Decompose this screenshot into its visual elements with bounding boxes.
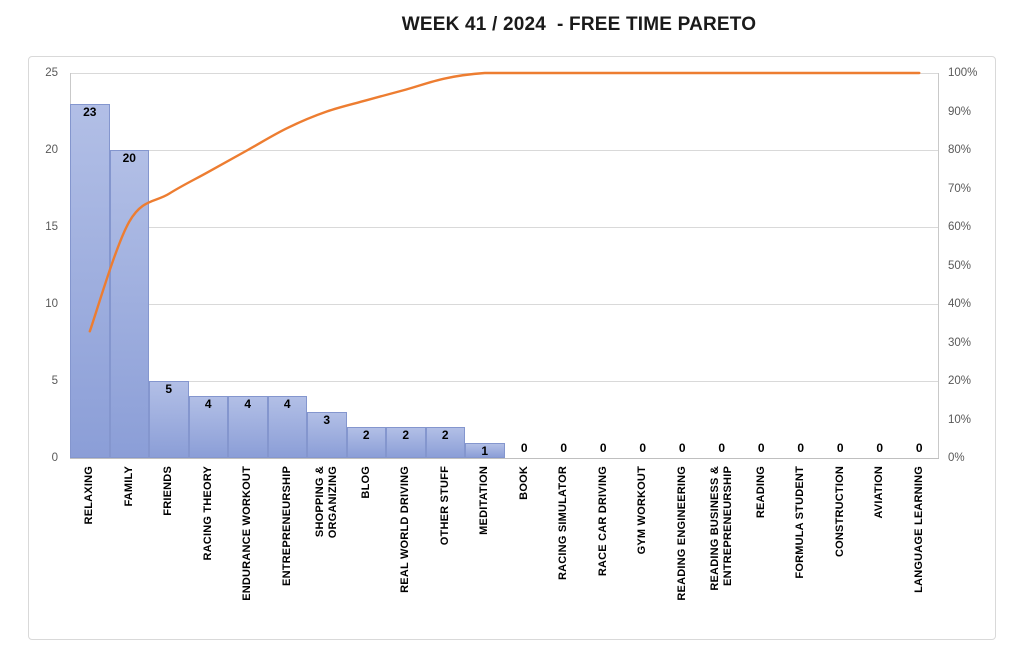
bar-value-label: 0: [639, 441, 647, 455]
bar-value-label: 0: [797, 441, 805, 455]
bar: [70, 103, 110, 458]
bar: [267, 396, 307, 458]
y-axis-tick-right: 10%: [948, 413, 972, 426]
bar: [149, 381, 189, 458]
bar-value-label: 1: [481, 443, 489, 458]
bar-value-label: 2: [402, 428, 410, 443]
category-label: LANGUAGE LEARNING: [912, 466, 925, 593]
y-axis-tick-right: 20%: [948, 375, 972, 387]
category-label: READING: [754, 466, 767, 519]
category-label: FORMULA STUDENT: [794, 466, 807, 579]
bar-value-label: 5: [165, 382, 173, 396]
bar-value-label: 0: [915, 441, 923, 455]
y-axis-tick-left: 15: [45, 221, 58, 233]
y-axis-tick-right: 100%: [948, 67, 978, 79]
category-label: CONSTRUCTION: [833, 466, 846, 558]
category-label: RACING SIMULATOR: [557, 466, 570, 581]
y-axis-tick-right: 70%: [948, 182, 972, 195]
chart-title: WEEK 41 / 2024 - FREE TIME PARETO: [401, 14, 757, 35]
y-axis-tick-right: 60%: [948, 221, 972, 233]
bar: [346, 427, 386, 458]
gridline: [70, 150, 939, 151]
bar-value-label: 4: [204, 397, 212, 412]
bar-value-label: 0: [757, 441, 765, 455]
bar-value-label: 2: [441, 428, 449, 443]
bar: [188, 396, 228, 458]
bar-value-label: 4: [244, 397, 252, 412]
y-axis-tick-left: 25: [45, 67, 58, 79]
category-label: BLOG: [359, 466, 372, 499]
bar-value-label: 0: [520, 441, 528, 455]
category-label: REAL WORLD DRIVING: [399, 466, 412, 593]
bar-value-label: 0: [560, 441, 568, 455]
y-axis-tick-right: 40%: [948, 298, 972, 310]
bar: [307, 411, 347, 458]
y-axis-tick-right: 50%: [948, 259, 972, 272]
bar: [386, 427, 426, 458]
gridline: [70, 304, 939, 305]
category-label: RACE CAR DRIVING: [596, 466, 609, 577]
category-label: READING BUSINESS & ENTREPRENEURSHIP: [708, 466, 734, 591]
y-axis-tick-right: 0%: [948, 452, 965, 464]
y-axis-tick-right: 30%: [948, 336, 972, 349]
bar-value-label: 0: [718, 441, 726, 455]
cumulative-line: [88, 71, 921, 333]
cumulative-line-path: [88, 71, 921, 333]
value-axis-line: [938, 73, 939, 458]
category-label: OTHER STUFF: [438, 466, 451, 546]
bar-value-label: 0: [876, 441, 884, 455]
category-label: SHOPPING & ORGANIZING: [313, 466, 339, 539]
bar-value-label: 2: [362, 428, 370, 443]
category-label: GYM WORKOUT: [636, 466, 649, 555]
bar: [228, 396, 268, 458]
category-label: RACING THEORY: [201, 466, 214, 561]
bar-value-label: 3: [323, 412, 331, 427]
bar-value-label: 0: [836, 441, 844, 455]
y-axis-tick-left: 0: [51, 452, 58, 464]
bar-value-label: 4: [283, 397, 291, 412]
gridline: [70, 381, 939, 382]
category-label: FAMILY: [122, 466, 135, 507]
y-axis-tick-right: 80%: [948, 144, 972, 156]
y-axis-tick-left: 20: [45, 144, 58, 156]
bar-value-label: 0: [678, 441, 686, 455]
category-label: ENDURANCE WORKOUT: [241, 466, 254, 601]
category-label: RELAXING: [83, 466, 96, 525]
bar: [425, 427, 465, 458]
bar-value-label: 23: [83, 104, 97, 119]
bar: [465, 442, 505, 458]
gridline: [70, 227, 939, 228]
category-label: ENTREPRENEURSHIP: [280, 466, 293, 586]
bar-value-label: 0: [599, 441, 607, 455]
y-axis-tick-right: 90%: [948, 105, 972, 118]
category-label: READING ENGINEERING: [675, 466, 688, 601]
category-label: FRIENDS: [162, 466, 175, 516]
gridline: [70, 458, 939, 459]
y-axis-tick-left: 5: [51, 375, 58, 387]
bar: [109, 150, 149, 458]
y-axis-tick-left: 10: [45, 298, 58, 310]
category-label: AVIATION: [873, 466, 886, 519]
bar-value-label: 20: [122, 151, 136, 165]
chart-area: [28, 56, 996, 640]
category-label: BOOK: [517, 466, 530, 500]
category-label: MEDITATION: [478, 466, 491, 535]
